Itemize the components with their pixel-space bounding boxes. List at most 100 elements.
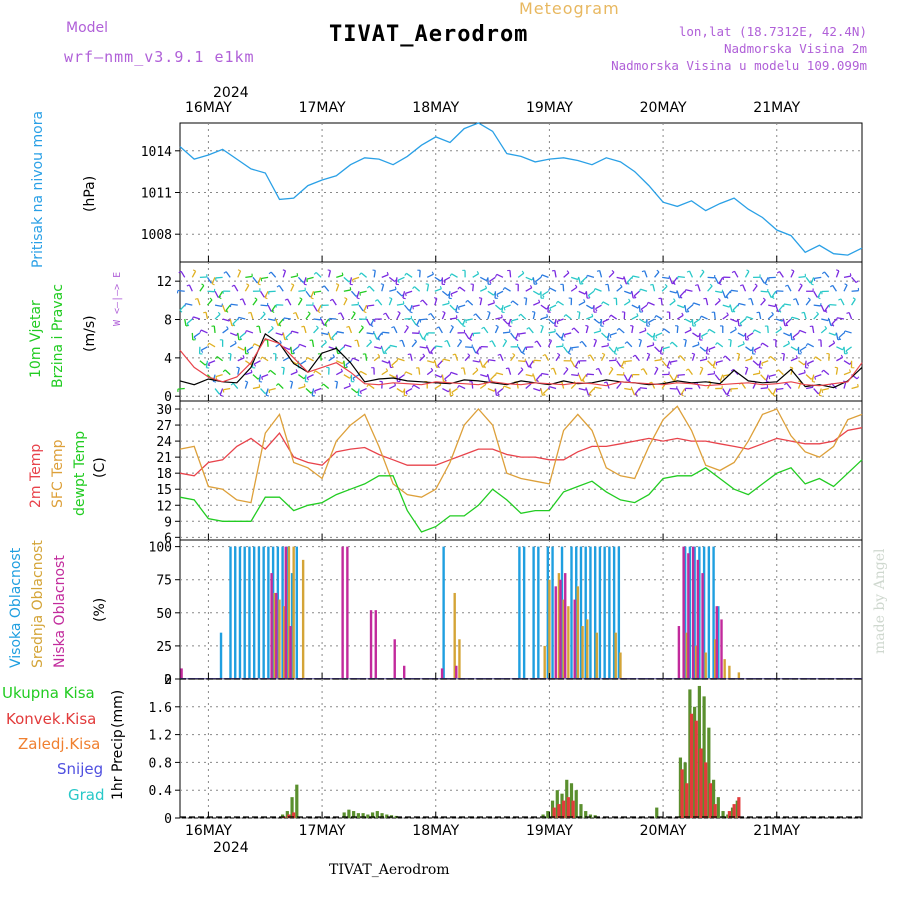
wind-barb-flag [557, 352, 561, 356]
wind-barb-flag [219, 394, 223, 397]
wind-barb [660, 298, 663, 306]
wind-barb-flag [848, 369, 852, 373]
wind-barb [419, 346, 427, 349]
wind-barb [311, 339, 315, 347]
wind-barb [213, 325, 216, 334]
wind-barb [340, 312, 345, 320]
wind-barb [533, 301, 540, 306]
precip-bar [702, 696, 706, 818]
clouds-bar [257, 546, 261, 679]
wind-barb [343, 289, 351, 292]
wind-barb-flag [855, 280, 859, 284]
wind-barb-flag [414, 339, 417, 342]
wind-barb [264, 290, 269, 298]
wind-barb-flag [510, 300, 514, 304]
wind-barb-flag [335, 283, 339, 286]
wind-barb-flag [752, 329, 755, 333]
wind-barb-flag [772, 394, 776, 397]
wind-barb [837, 317, 845, 320]
wind-barb [533, 387, 541, 392]
wind-barb-flag [626, 282, 630, 285]
wind-barb-flag [844, 283, 848, 286]
wind-barb [815, 356, 822, 362]
clouds-bar [737, 672, 741, 679]
wind-barb [783, 332, 791, 337]
wind-barb [266, 339, 269, 347]
wind-barb [843, 275, 852, 278]
clouds-bar [570, 546, 573, 679]
wind-barb [345, 360, 352, 366]
precip-bar [699, 748, 703, 818]
wind-barb-flag [407, 353, 411, 356]
wind-y-tick-label: 12 [156, 275, 172, 290]
wind-barb-flag [608, 314, 612, 318]
top-day-label: 19MAY [525, 100, 573, 116]
wind-barb [699, 346, 706, 352]
wind-barb [791, 316, 799, 320]
wind-barb [769, 355, 777, 362]
wind-barb [544, 354, 550, 362]
clouds-bar [278, 599, 281, 679]
wind-barb [508, 318, 512, 326]
wind-barb-flag [490, 379, 493, 382]
wind-barb-flag [538, 299, 541, 303]
wind-barb-flag [515, 338, 519, 341]
wind-barb [320, 341, 327, 348]
wind-barb-flag [518, 313, 522, 317]
wind-barb-flag [650, 283, 654, 286]
precip-bar [716, 797, 720, 818]
wind-barb [640, 288, 648, 292]
wind-barb [269, 369, 277, 376]
wind-barb [705, 298, 709, 306]
wind-barb-flag [838, 298, 842, 301]
wind-barb [193, 316, 201, 320]
precip-bar [280, 814, 285, 818]
wind-barb-flag [363, 311, 367, 314]
wind-barb [648, 318, 655, 324]
clouds-bar [589, 546, 592, 679]
wind-barb [434, 384, 442, 390]
wind-barb-flag [754, 283, 758, 287]
clouds-bar [374, 610, 377, 679]
clouds-bar [518, 546, 521, 679]
wind-barb [785, 318, 792, 325]
wind-barb [640, 304, 648, 310]
clouds-bar [617, 546, 621, 679]
wind-barb [389, 288, 397, 292]
wind-barb-flag [359, 292, 361, 296]
wind-barb-flag [404, 293, 407, 297]
wind-barb [520, 313, 527, 320]
wind-barb [776, 387, 784, 391]
clouds-bar [608, 546, 611, 679]
wind-barb [405, 290, 413, 295]
wind-barb-flag [603, 381, 607, 384]
wind-barb-flag [843, 330, 846, 334]
wind-barb-flag [260, 356, 263, 360]
wind-barb [722, 314, 729, 320]
pressure-series-line [179, 122, 863, 256]
wind-barb-flag [391, 326, 395, 329]
wind-barb [790, 332, 793, 340]
wind-barb-flag [857, 383, 859, 387]
wind-barb [350, 312, 356, 320]
wind-barb [391, 360, 398, 366]
wind-barb-flag [542, 354, 546, 357]
wind-barb [426, 346, 431, 354]
wind-barb [585, 388, 590, 396]
wind-barb-flag [478, 297, 482, 299]
precip-y-tick-label: 1.6 [149, 701, 172, 716]
wind-barb [475, 313, 481, 320]
wind-barb-flag [225, 310, 229, 313]
wind-barb-flag [602, 321, 605, 325]
wind-barb [343, 360, 346, 368]
wind-barb [377, 332, 383, 339]
wind-barb [758, 360, 762, 368]
wind-barb [624, 290, 632, 295]
temp-y-tick-label: 27 [156, 419, 172, 434]
wind-barb-flag [652, 342, 655, 346]
wind-barb [489, 276, 496, 282]
wind-barb [457, 340, 463, 348]
wind-barb [290, 371, 298, 376]
wind-barb-flag [609, 334, 612, 338]
wind-barb [775, 304, 779, 312]
